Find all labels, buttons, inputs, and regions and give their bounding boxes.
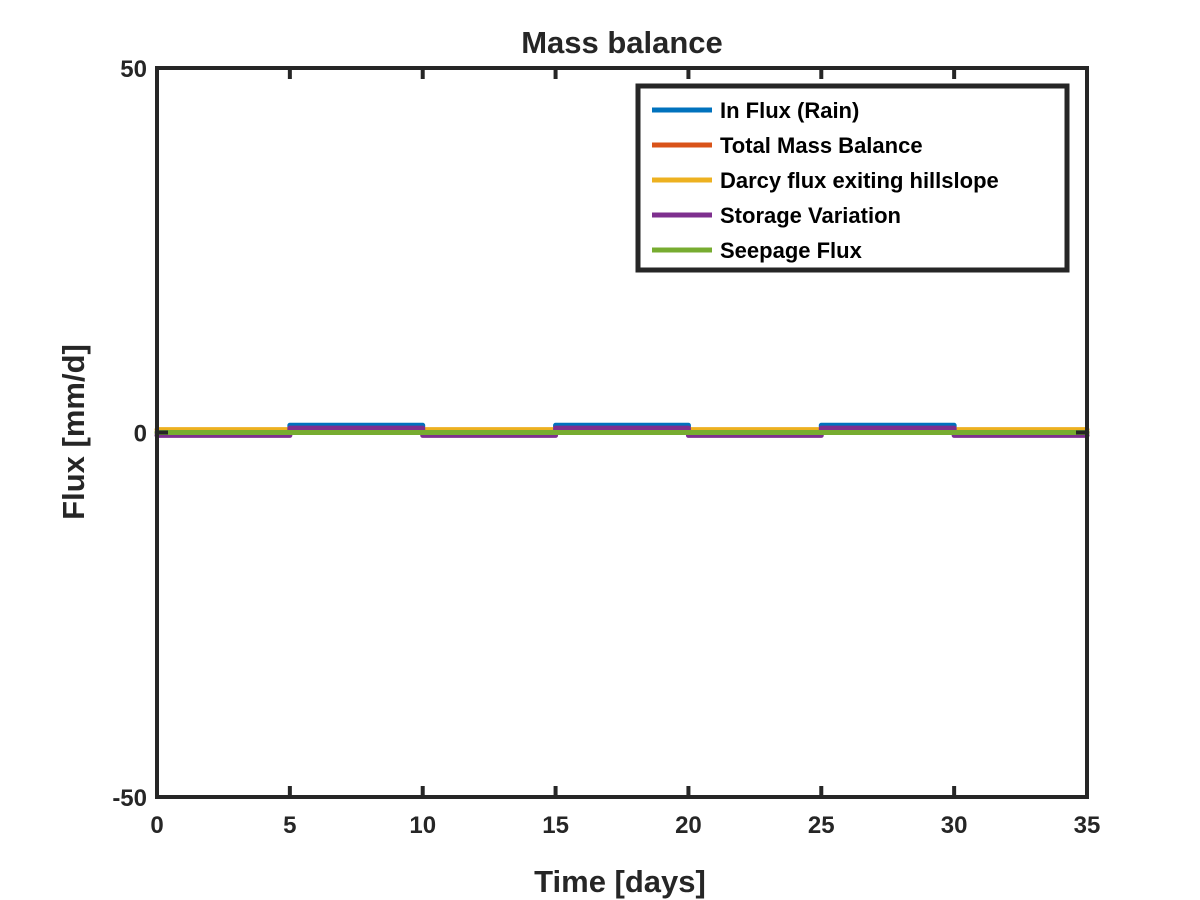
chart-title: Mass balance [521, 25, 723, 60]
series-line-1 [154, 422, 1090, 435]
x-tick-label: 30 [941, 812, 968, 839]
legend-item: Storage Variation [652, 203, 901, 228]
legend-item: Total Mass Balance [652, 133, 923, 158]
x-tick-label: 0 [150, 812, 163, 839]
x-axis-label: Time [days] [534, 864, 706, 899]
series-layer [154, 422, 1090, 438]
x-tick-label: 10 [409, 812, 436, 839]
y-axis-label: Flux [mm/d] [56, 344, 91, 520]
x-tick-label: 5 [283, 812, 296, 839]
legend: In Flux (Rain) Total Mass Balance Darcy fl… [635, 83, 1070, 273]
legend-label: In Flux (Rain) [720, 98, 859, 123]
y-tick-label: 50 [120, 56, 147, 83]
y-tick-label: -50 [112, 785, 147, 812]
legend-item: Darcy flux exiting hillslope [652, 168, 999, 193]
series-line-4 [154, 425, 1090, 438]
x-tick-label: 25 [808, 812, 835, 839]
legend-item: Seepage Flux [652, 238, 863, 263]
x-tick-label: 35 [1074, 812, 1101, 839]
y-tick-label: 0 [134, 421, 147, 448]
legend-item: In Flux (Rain) [652, 98, 859, 123]
legend-label: Darcy flux exiting hillslope [720, 168, 999, 193]
x-tick-label: 15 [542, 812, 569, 839]
legend-items: In Flux (Rain) Total Mass Balance Darcy fl… [652, 98, 999, 263]
x-tick-label: 20 [675, 812, 702, 839]
legend-label: Storage Variation [720, 203, 901, 228]
plot-frame [155, 66, 1089, 799]
legend-label: Seepage Flux [720, 238, 863, 263]
legend-label: Total Mass Balance [720, 133, 923, 158]
